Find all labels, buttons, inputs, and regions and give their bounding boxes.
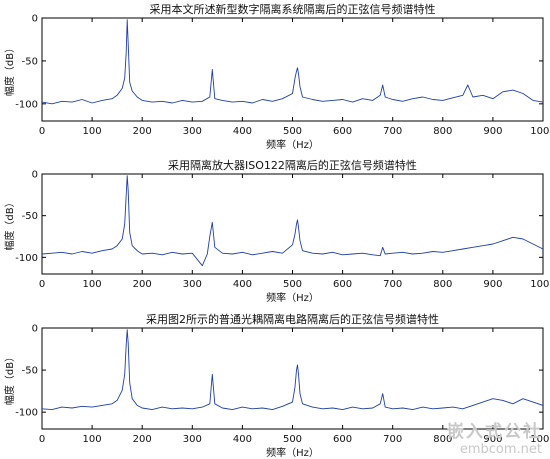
y-tick-label: -50 <box>22 56 38 67</box>
x-tick-label: 900 <box>483 126 502 137</box>
x-tick-label: 100 <box>83 434 102 445</box>
x-tick-label: 900 <box>483 279 502 290</box>
y-tick-label: 0 <box>32 324 38 335</box>
plot-area <box>41 173 544 275</box>
x-tick-label: 600 <box>333 279 352 290</box>
x-tick-label: 500 <box>283 434 302 445</box>
y-tick-label: 0 <box>32 14 38 25</box>
chart-title: 采用本文所述新型数字隔离系统隔离后的正弦信号频谱特性 <box>150 2 436 16</box>
y-axis-label: 幅度（dB） <box>3 352 16 405</box>
spectrum-line <box>42 329 543 411</box>
x-tick-label: 300 <box>183 126 202 137</box>
y-tick-label: -50 <box>22 211 38 222</box>
x-tick-label: 400 <box>233 434 252 445</box>
plot-area <box>41 17 544 122</box>
x-tick-label: 600 <box>333 434 352 445</box>
x-tick-label: 200 <box>133 434 152 445</box>
x-tick-label: 200 <box>133 279 152 290</box>
x-tick-label: 900 <box>483 434 502 445</box>
y-tick-label: -100 <box>15 253 38 264</box>
y-tick-label: -100 <box>15 99 38 110</box>
x-tick-label: 400 <box>233 126 252 137</box>
x-tick-label: 800 <box>433 279 452 290</box>
x-tick-label: 0 <box>39 126 45 137</box>
chart-title: 采用图2所示的普通光耦隔离电路隔离后的正弦信号频谱特性 <box>146 312 439 326</box>
x-axis-label: 频率（Hz） <box>266 446 319 459</box>
spectrum-line <box>42 19 543 105</box>
y-axis-label: 幅度（dB） <box>3 197 16 250</box>
y-tick-label: -50 <box>22 366 38 377</box>
plot-area <box>41 327 544 430</box>
y-axis-label: 幅度（dB） <box>3 43 16 96</box>
x-tick-label: 500 <box>283 279 302 290</box>
watermark: 嵌入式公社 embcom.net <box>447 417 542 457</box>
chart-panel-top: 采用本文所述新型数字隔离系统隔离后的正弦信号频谱特性 0 100 200 300 400 5… <box>3 2 550 151</box>
spectrum-line <box>42 175 543 267</box>
x-tick-label: 0 <box>39 434 45 445</box>
y-tick-label: -100 <box>15 408 38 419</box>
x-tick-label: 700 <box>383 279 402 290</box>
x-tick-label: 400 <box>233 279 252 290</box>
chart-panel-middle: 采用隔离放大器ISO122隔离后的正弦信号频谱特性 0 100 200 300 400 50… <box>3 158 550 304</box>
x-tick-label: 200 <box>133 126 152 137</box>
x-tick-label: 800 <box>433 126 452 137</box>
x-tick-label: 300 <box>183 434 202 445</box>
x-tick-label: 100 <box>83 279 102 290</box>
chart-panel-bottom: 采用图2所示的普通光耦隔离电路隔离后的正弦信号频谱特性 0 100 200 300 400… <box>3 312 550 459</box>
watermark-name: 嵌入式公社 <box>447 422 542 442</box>
x-tick-label: 300 <box>183 279 202 290</box>
watermark-url: embcom.net <box>459 442 542 457</box>
x-tick-label: 800 <box>433 434 452 445</box>
x-tick-label: 700 <box>383 126 402 137</box>
x-axis-label: 频率（Hz） <box>266 291 319 304</box>
chart-title: 采用隔离放大器ISO122隔离后的正弦信号频谱特性 <box>168 158 417 172</box>
x-tick-label: 600 <box>333 126 352 137</box>
x-tick-label: 700 <box>383 434 402 445</box>
x-tick-label: 500 <box>283 126 302 137</box>
x-axis-label: 频率（Hz） <box>266 138 319 151</box>
x-tick-label: 100 <box>83 126 102 137</box>
y-tick-label: 0 <box>32 170 38 181</box>
x-tick-label: 0 <box>39 279 45 290</box>
